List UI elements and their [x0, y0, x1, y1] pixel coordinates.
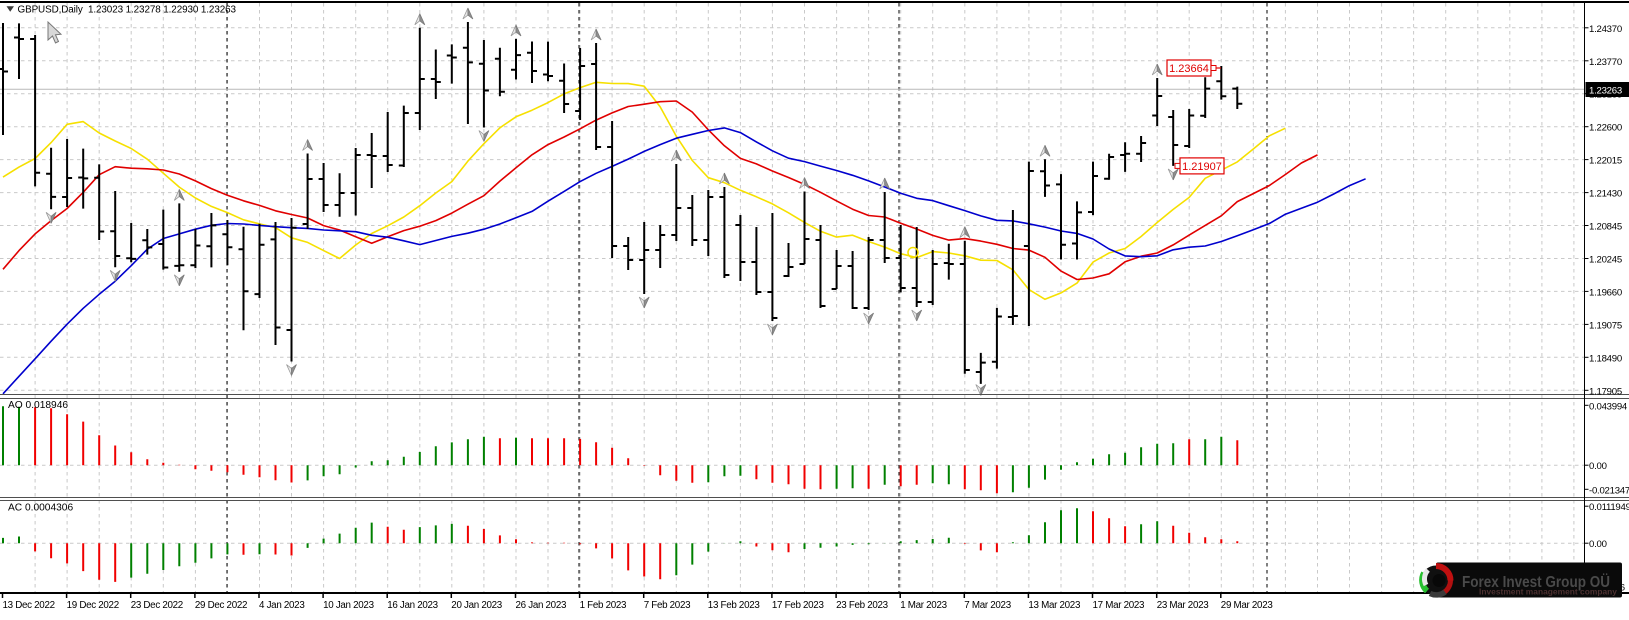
- svg-text:13 Dec 2022: 13 Dec 2022: [3, 600, 55, 611]
- svg-text:1 Feb 2023: 1 Feb 2023: [580, 600, 627, 611]
- svg-text:19 Dec 2022: 19 Dec 2022: [67, 600, 119, 611]
- svg-text:13 Mar 2023: 13 Mar 2023: [1028, 600, 1081, 611]
- svg-text:Investment management company: Investment management company: [1479, 588, 1618, 597]
- svg-text:-0.021347: -0.021347: [1589, 485, 1629, 496]
- svg-text:26 Jan 2023: 26 Jan 2023: [516, 600, 567, 611]
- svg-text:23 Dec 2022: 23 Dec 2022: [131, 600, 183, 611]
- svg-text:AC 0.0004306: AC 0.0004306: [8, 503, 73, 514]
- svg-text:29 Mar 2023: 29 Mar 2023: [1221, 600, 1274, 611]
- svg-text:0.00: 0.00: [1589, 461, 1607, 472]
- svg-text:1.21430: 1.21430: [1589, 189, 1622, 200]
- svg-text:1.23263: 1.23263: [1589, 86, 1622, 97]
- svg-text:0.0111949: 0.0111949: [1589, 502, 1629, 513]
- svg-text:1.17905: 1.17905: [1589, 386, 1622, 397]
- svg-text:0.00: 0.00: [1589, 539, 1607, 550]
- svg-text:23 Feb 2023: 23 Feb 2023: [836, 600, 889, 611]
- svg-text:13 Feb 2023: 13 Feb 2023: [708, 600, 761, 611]
- svg-text:1.24370: 1.24370: [1589, 24, 1622, 35]
- svg-text:1.22600: 1.22600: [1589, 123, 1622, 134]
- svg-text:16 Jan 2023: 16 Jan 2023: [387, 600, 438, 611]
- svg-text:20 Jan 2023: 20 Jan 2023: [451, 600, 502, 611]
- svg-text:10 Jan 2023: 10 Jan 2023: [323, 600, 374, 611]
- svg-text:0.043994: 0.043994: [1589, 401, 1628, 412]
- svg-text:1.21907: 1.21907: [1182, 161, 1222, 173]
- svg-text:1.23664: 1.23664: [1169, 63, 1209, 75]
- svg-text:7 Feb 2023: 7 Feb 2023: [644, 600, 691, 611]
- svg-text:29 Dec 2022: 29 Dec 2022: [195, 600, 247, 611]
- svg-text:1.22015: 1.22015: [1589, 156, 1622, 167]
- svg-text:7 Mar 2023: 7 Mar 2023: [964, 600, 1011, 611]
- svg-text:1.20245: 1.20245: [1589, 255, 1622, 266]
- svg-text:4 Jan 2023: 4 Jan 2023: [259, 600, 305, 611]
- svg-text:1.18490: 1.18490: [1589, 353, 1622, 364]
- svg-text:1.19660: 1.19660: [1589, 287, 1622, 298]
- svg-text:23 Mar 2023: 23 Mar 2023: [1157, 600, 1210, 611]
- svg-text:1 Mar 2023: 1 Mar 2023: [900, 600, 947, 611]
- svg-text:AO 0.018946: AO 0.018946: [8, 400, 68, 411]
- svg-text:1.19075: 1.19075: [1589, 320, 1622, 331]
- svg-text:GBPUSD,Daily 1.23023 1.23278: GBPUSD,Daily 1.23023 1.23278 1.22930 1.2…: [18, 5, 237, 16]
- svg-text:17 Mar 2023: 17 Mar 2023: [1093, 600, 1146, 611]
- svg-text:17 Feb 2023: 17 Feb 2023: [772, 600, 825, 611]
- svg-text:1.23770: 1.23770: [1589, 57, 1622, 68]
- svg-text:1.20845: 1.20845: [1589, 222, 1622, 233]
